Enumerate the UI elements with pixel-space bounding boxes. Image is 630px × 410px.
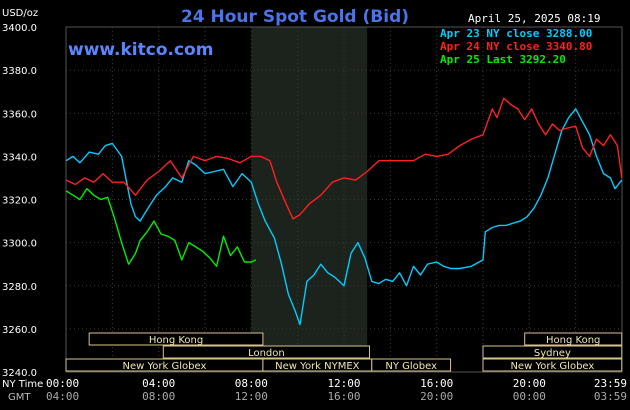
x-tick-label-ny: 04:00	[142, 377, 175, 390]
ny-time-row-label: NY Time	[2, 379, 43, 390]
x-tick-label-ny: 16:00	[420, 377, 453, 390]
session-label: Sydney	[534, 348, 571, 359]
session-bar	[482, 358, 623, 372]
watermark-url: www.kitco.com	[68, 40, 213, 60]
unit-label: USD/oz	[2, 8, 38, 19]
y-tick-label: 3340.0	[2, 152, 37, 163]
shaded-region	[251, 27, 368, 372]
x-tick-label-gmt: 12:00	[235, 390, 268, 403]
session-bar	[88, 332, 264, 346]
session-bar	[524, 332, 623, 346]
session-label: New York NYMEX	[275, 361, 360, 372]
session-label: Hong Kong	[546, 335, 600, 346]
y-tick-label: 3300.0	[2, 239, 37, 250]
x-tick-label-ny: 23:59	[594, 377, 627, 390]
date-time-stamp: April 25, 2025 08:19	[468, 12, 600, 25]
market-session-bars: Hong Kong London New York Globex New York N…	[65, 332, 623, 372]
nymex-session-shading	[251, 27, 368, 372]
legend-item-apr24: Apr 24 NY close 3340.80	[440, 40, 592, 53]
session-bar	[482, 345, 623, 359]
session-bar	[371, 358, 452, 372]
series-line-1	[65, 108, 623, 326]
y-tick-label: 3400.0	[2, 23, 37, 34]
y-tick-label: 3280.0	[2, 282, 37, 293]
grid	[65, 26, 623, 373]
y-tick-label: 3240.0	[2, 368, 37, 379]
session-label: London	[248, 348, 285, 359]
y-tick-label: 3320.0	[2, 196, 37, 207]
series-line-2	[65, 97, 623, 220]
y-tick-label: 3260.0	[2, 325, 37, 336]
chart-title: 24 Hour Spot Gold (Bid)	[181, 7, 409, 27]
x-tick-label-ny: 20:00	[513, 377, 546, 390]
plot-border	[65, 26, 623, 373]
x-tick-label-gmt: 16:00	[327, 390, 360, 403]
x-axis-tick-labels: 00:0004:0004:0008:0008:0012:0012:0016:00…	[46, 377, 627, 403]
x-tick-label-ny: 12:00	[327, 377, 360, 390]
session-label: Hong Kong	[149, 335, 203, 346]
legend: Apr 23 NY close 3288.00 Apr 24 NY close …	[440, 27, 592, 66]
series-line-3	[65, 187, 257, 267]
session-bar	[162, 345, 370, 359]
y-tick-label: 3360.0	[2, 109, 37, 120]
x-tick-label-gmt: 08:00	[142, 390, 175, 403]
session-label: NY Globex	[385, 361, 437, 372]
series-lines	[65, 97, 623, 326]
x-tick-label-ny: 08:00	[235, 377, 268, 390]
x-tick-label-gmt: 03:59	[594, 390, 627, 403]
session-label: New York Globex	[510, 361, 594, 372]
x-tick-label-ny: 00:00	[46, 377, 79, 390]
y-axis-tick-labels: 3240.0 3260.0 3280.0 3300.0 3320.0 3340.0 3360…	[2, 23, 37, 379]
legend-item-apr23: Apr 23 NY close 3288.00	[440, 27, 592, 40]
gmt-row-label: GMT	[8, 392, 31, 403]
x-tick-label-gmt: 00:00	[513, 390, 546, 403]
session-label: New York Globex	[123, 361, 207, 372]
legend-item-apr25: Apr 25 Last 3292.20	[440, 53, 566, 66]
y-tick-label: 3380.0	[2, 66, 37, 77]
x-tick-label-gmt: 20:00	[420, 390, 453, 403]
x-tick-label-gmt: 04:00	[46, 390, 79, 403]
